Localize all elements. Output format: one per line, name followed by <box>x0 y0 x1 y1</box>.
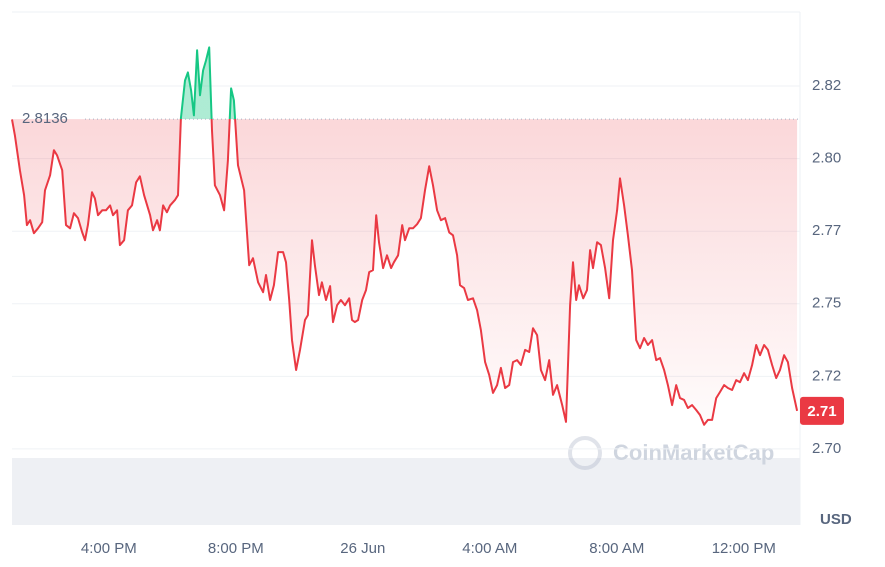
y-tick-label: 2.70 <box>812 440 841 457</box>
y-tick-label: 2.77 <box>812 222 841 239</box>
baseline-label: 2.8136 <box>22 110 68 127</box>
x-tick-label: 8:00 PM <box>208 540 264 557</box>
y-tick-label: 2.80 <box>812 150 841 167</box>
y-tick-label: 2.82 <box>812 77 841 94</box>
volume-band <box>12 458 800 525</box>
x-tick-label: 4:00 PM <box>81 540 137 557</box>
current-price-label: 2.71 <box>807 403 836 420</box>
current-price-badge <box>800 396 844 425</box>
x-tick-label: 8:00 AM <box>589 540 644 557</box>
price-line <box>11 46 799 426</box>
x-tick-label: 26 Jun <box>340 540 385 557</box>
watermark: CoinMarketCap <box>613 440 774 465</box>
y-tick-label: 2.72 <box>812 367 841 384</box>
y-tick-label: 2.75 <box>812 295 841 312</box>
watermark-logo <box>568 436 602 470</box>
unit-label: USD <box>820 511 852 528</box>
x-tick-label: 12:00 PM <box>712 540 776 557</box>
x-tick-label: 4:00 AM <box>462 540 517 557</box>
